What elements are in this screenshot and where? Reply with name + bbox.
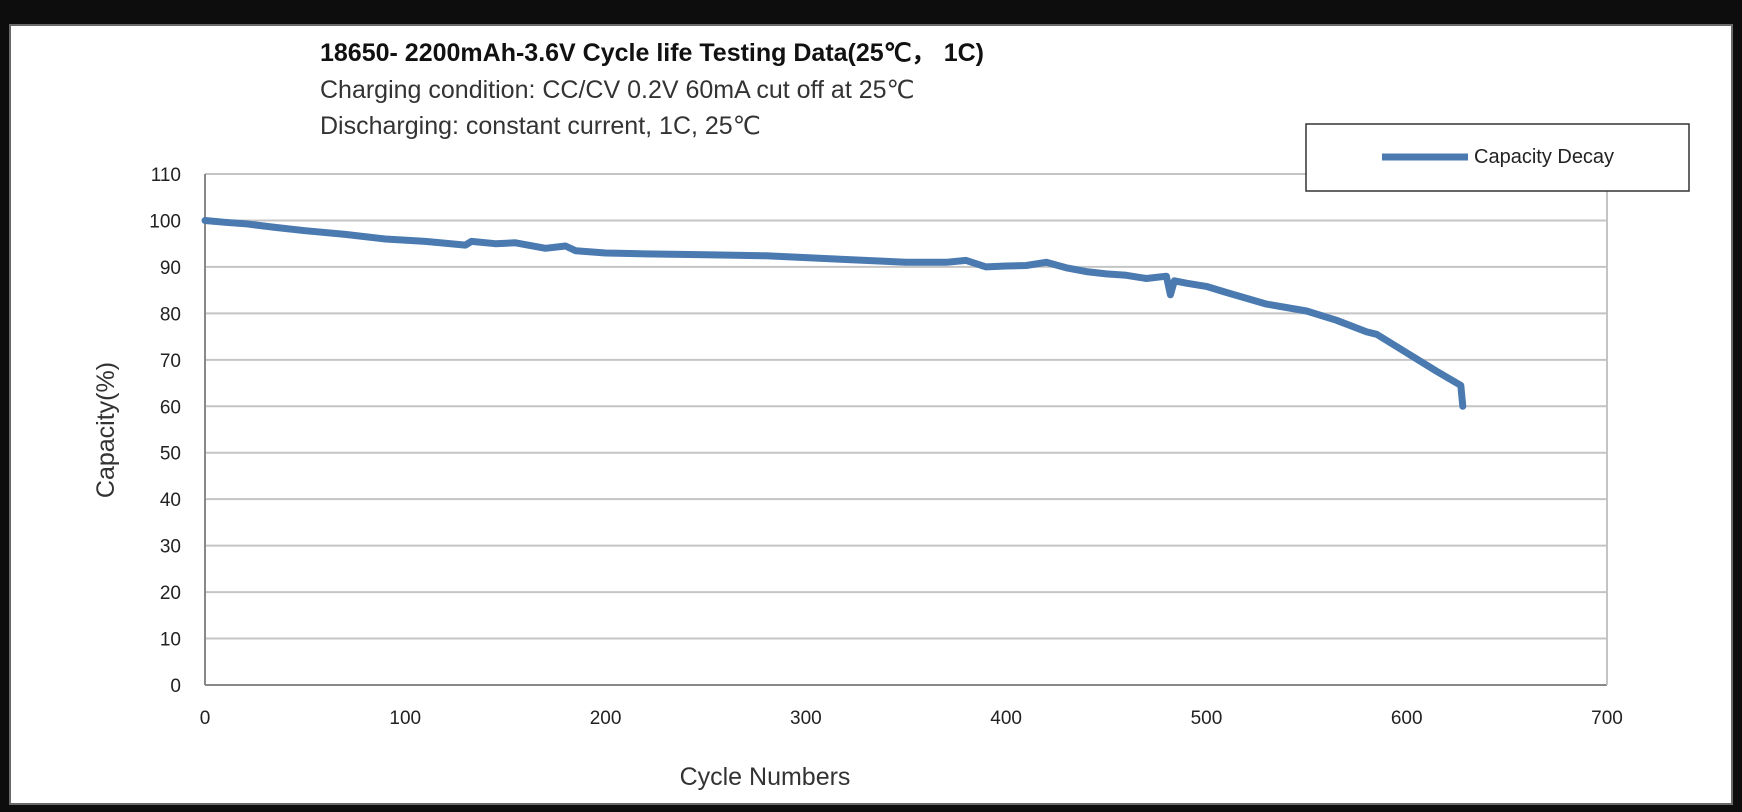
y-axis-label: Capacity(%)	[92, 362, 120, 498]
y-tick-label: 60	[160, 397, 181, 418]
chart-subtitle-charging: Charging condition: CC/CV 0.2V 60mA cut …	[320, 76, 915, 104]
series-line-capacity-decay	[201, 217, 1467, 410]
y-tick-label: 90	[160, 258, 181, 279]
y-tick-label: 70	[160, 351, 181, 372]
y-tick-label: 100	[149, 211, 181, 232]
y-tick-label: 40	[160, 490, 181, 511]
x-tick-label: 100	[389, 708, 421, 729]
y-tick-label: 20	[160, 583, 181, 604]
x-tick-label: 0	[200, 708, 211, 729]
y-tick-label: 80	[160, 304, 181, 325]
chart-subtitle-discharging: Discharging: constant current, 1C, 25℃	[320, 112, 761, 140]
x-axis-label: Cycle Numbers	[680, 763, 851, 791]
y-tick-label: 30	[160, 537, 181, 558]
legend-box	[1305, 123, 1690, 192]
legend: Capacity Decay	[1305, 123, 1690, 192]
y-tick-label: 10	[160, 630, 181, 651]
x-tick-label: 600	[1391, 708, 1423, 729]
x-tick-label: 200	[590, 708, 622, 729]
x-tick-label: 400	[990, 708, 1022, 729]
legend-label: Capacity Decay	[1474, 146, 1614, 168]
y-tick-label: 0	[170, 676, 181, 697]
x-tick-label: 300	[790, 708, 822, 729]
y-tick-label: 50	[160, 444, 181, 465]
chart-title: 18650- 2200mAh-3.6V Cycle life Testing D…	[320, 39, 984, 67]
x-tick-label: 500	[1191, 708, 1223, 729]
x-tick-label: 700	[1591, 708, 1623, 729]
y-tick-label: 110	[151, 165, 181, 186]
